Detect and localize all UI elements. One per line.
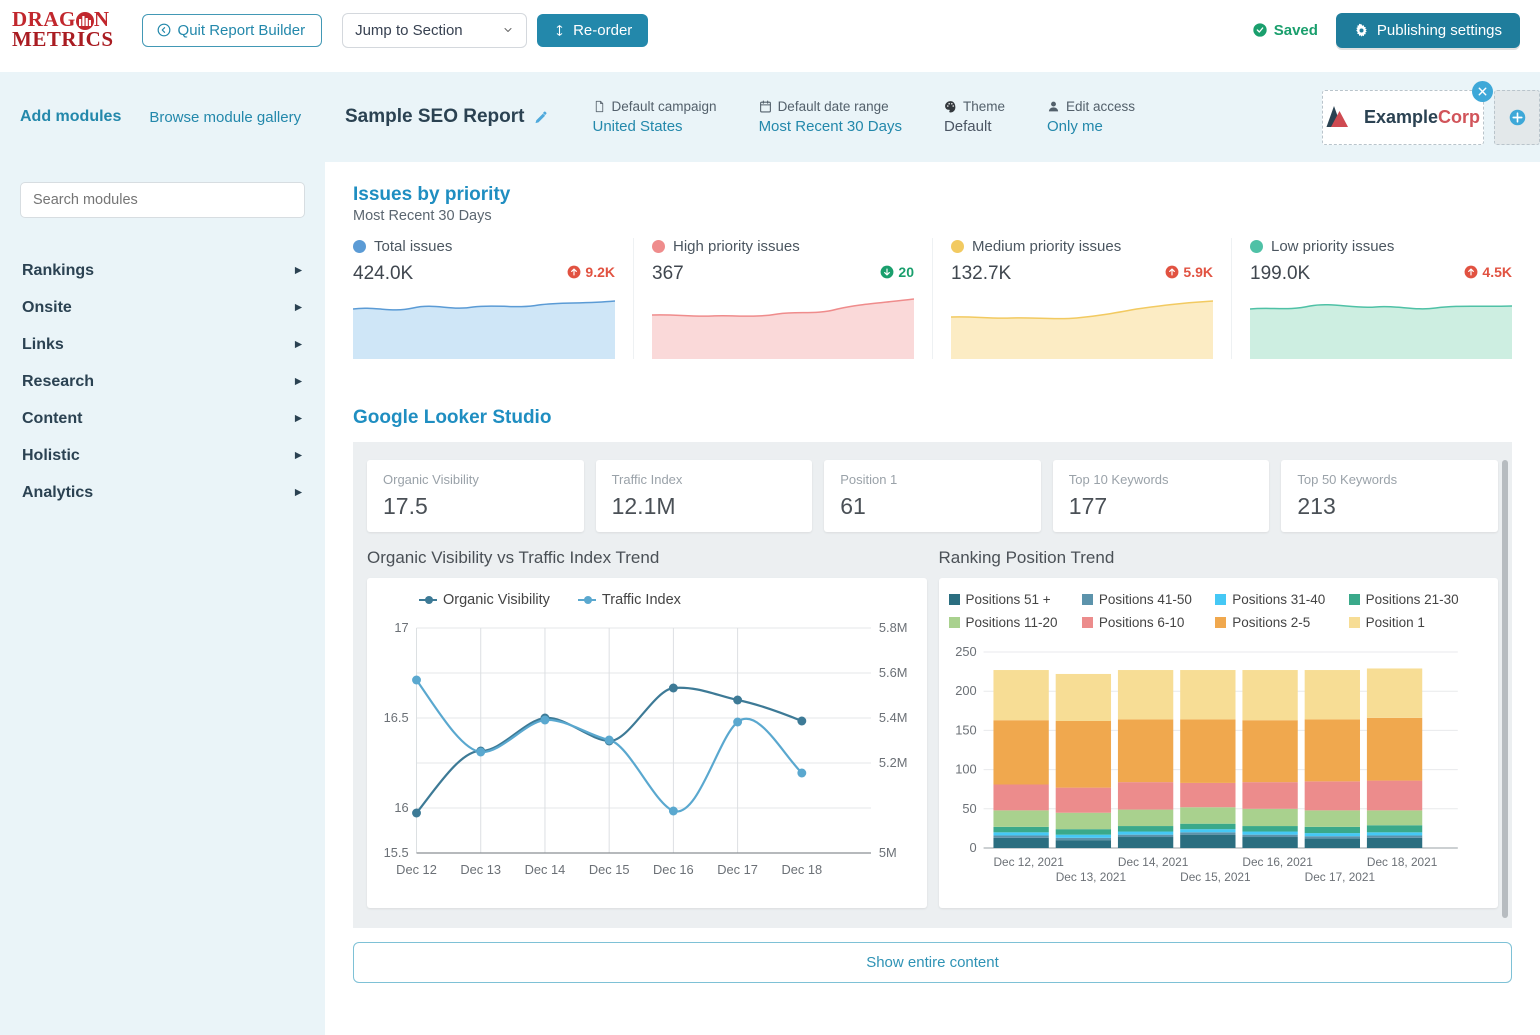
svg-text:Dec 15, 2021: Dec 15, 2021 [1180, 870, 1251, 884]
svg-text:0: 0 [969, 840, 976, 855]
svg-text:5M: 5M [879, 845, 897, 860]
svg-text:5.6M: 5.6M [879, 665, 908, 680]
svg-text:5.8M: 5.8M [879, 620, 908, 635]
svg-text:50: 50 [962, 801, 976, 816]
svg-text:Dec 13: Dec 13 [460, 862, 501, 877]
svg-text:Dec 18: Dec 18 [781, 862, 822, 877]
svg-text:Dec 13, 2021: Dec 13, 2021 [1055, 870, 1126, 884]
svg-text:Dec 14, 2021: Dec 14, 2021 [1117, 855, 1188, 869]
svg-text:200: 200 [955, 683, 976, 698]
svg-text:15.5: 15.5 [384, 845, 409, 860]
svg-text:Dec 15: Dec 15 [589, 862, 630, 877]
svg-text:250: 250 [955, 644, 976, 659]
svg-text:100: 100 [955, 762, 976, 777]
svg-text:150: 150 [955, 722, 976, 737]
svg-text:5.4M: 5.4M [879, 710, 908, 725]
svg-text:Dec 16: Dec 16 [653, 862, 694, 877]
svg-text:Dec 12: Dec 12 [396, 862, 437, 877]
svg-text:Dec 18, 2021: Dec 18, 2021 [1366, 855, 1437, 869]
svg-text:16.5: 16.5 [384, 710, 409, 725]
svg-text:5.2M: 5.2M [879, 755, 908, 770]
svg-text:Dec 16, 2021: Dec 16, 2021 [1242, 855, 1313, 869]
svg-text:Dec 17, 2021: Dec 17, 2021 [1304, 870, 1375, 884]
svg-text:16: 16 [394, 800, 408, 815]
svg-text:Dec 17: Dec 17 [717, 862, 758, 877]
svg-text:Dec 12, 2021: Dec 12, 2021 [993, 855, 1064, 869]
svg-text:17: 17 [394, 620, 408, 635]
svg-text:Dec 14: Dec 14 [525, 862, 566, 877]
